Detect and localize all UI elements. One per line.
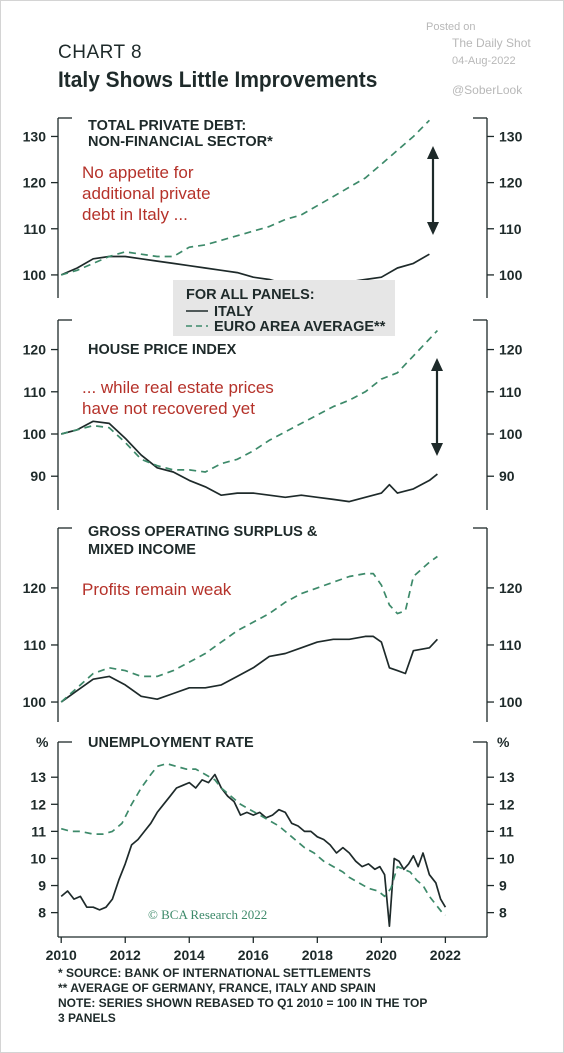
chart-panels: 100 100 110 110 120 120 130 130 TOTAL PRIVATE DE… bbox=[23, 117, 523, 938]
panel-1: 100 100 110 110 120 120 130 130 TOTAL PRIVATE DE… bbox=[23, 117, 523, 298]
y-tick-label-left: 100 bbox=[23, 267, 47, 283]
series-euro-line bbox=[60, 762, 446, 916]
y-tick-label-right: 10 bbox=[499, 850, 515, 866]
y-tick-label-right: 100 bbox=[499, 426, 523, 442]
y-tick-label-right: 100 bbox=[499, 267, 523, 283]
double-arrow-icon bbox=[431, 358, 443, 456]
panel-title: UNEMPLOYMENT RATE bbox=[88, 735, 254, 751]
annotation-line: debt in Italy ... bbox=[82, 205, 188, 224]
y-tick-label-right: 110 bbox=[499, 637, 522, 653]
annotation-line: No appetite for bbox=[82, 163, 194, 182]
y-tick-label-left: 11 bbox=[31, 823, 46, 839]
chart-title: Italy Shows Little Improvements bbox=[58, 67, 378, 92]
series-euro-line bbox=[60, 119, 431, 276]
panel-2: 90 90 100 100 110 110 120 120 HOUSE PRICE INDEX.… bbox=[23, 319, 523, 510]
footnote-average: ** AVERAGE OF GERMANY, FRANCE, ITALY AND… bbox=[58, 981, 376, 995]
y-tick-label-left: 100 bbox=[23, 694, 47, 710]
series-euro-line bbox=[60, 555, 438, 703]
y-unit-left: % bbox=[36, 734, 49, 750]
y-tick-label-right: 100 bbox=[499, 694, 523, 710]
legend-box: FOR ALL PANELS: ITALY EURO AREA AVERAGE*… bbox=[173, 280, 395, 336]
series-italy-line bbox=[60, 253, 430, 288]
panel-subtitle: MIXED INCOME bbox=[88, 542, 196, 558]
y-tick-label-left: 12 bbox=[30, 796, 46, 812]
panel-4: 8 8 9 9 10 10 11 11 12 12 13 13% % UNEMPLOYMENT RATE bbox=[30, 734, 515, 938]
annotation-line: ... while real estate prices bbox=[82, 378, 274, 397]
panel-title: TOTAL PRIVATE DEBT: bbox=[88, 118, 246, 134]
y-tick-label-left: 110 bbox=[23, 221, 46, 237]
x-tick-label: 2010 bbox=[46, 947, 77, 963]
y-tick-label-left: 120 bbox=[23, 342, 47, 358]
y-tick-label-right: 8 bbox=[499, 905, 507, 921]
x-tick-label: 2016 bbox=[238, 947, 269, 963]
x-tick-label: 2014 bbox=[174, 947, 205, 963]
x-tick-label: 2018 bbox=[302, 947, 333, 963]
series-euro-line bbox=[60, 330, 439, 473]
y-tick-label-left: 9 bbox=[38, 878, 46, 894]
panel-title: GROSS OPERATING SURPLUS & bbox=[88, 524, 318, 540]
y-tick-label-right: 13 bbox=[499, 769, 515, 785]
legend-background bbox=[173, 280, 395, 336]
x-axis: 2010 2012 2014 2016 2018 2020 2022 bbox=[46, 937, 461, 963]
y-tick-label-right: 9 bbox=[499, 878, 507, 894]
legend-euro-label: EURO AREA AVERAGE** bbox=[214, 319, 386, 335]
series-italy-line bbox=[60, 773, 447, 928]
chart-number: CHART 8 bbox=[58, 42, 143, 63]
y-tick-label-right: 120 bbox=[499, 175, 523, 191]
y-tick-label-left: 120 bbox=[23, 580, 47, 596]
annotation-line: have not recovered yet bbox=[82, 399, 255, 418]
y-tick-label-left: 110 bbox=[23, 637, 46, 653]
arrow-head-up bbox=[431, 358, 443, 371]
series-italy-line bbox=[60, 420, 438, 503]
y-tick-label-right: 90 bbox=[499, 468, 515, 484]
y-tick-label-left: 10 bbox=[30, 850, 46, 866]
watermark-source: The Daily Shot bbox=[452, 36, 531, 50]
y-tick-label-right: 120 bbox=[499, 580, 523, 596]
legend-title: FOR ALL PANELS: bbox=[186, 287, 315, 303]
series-italy-line bbox=[60, 635, 439, 703]
watermark-posted-on: Posted on bbox=[426, 21, 476, 33]
y-tick-label-right: 11 bbox=[499, 823, 514, 839]
y-tick-label-right: 12 bbox=[499, 796, 515, 812]
arrow-head-up bbox=[427, 146, 439, 159]
panel-title: HOUSE PRICE INDEX bbox=[88, 342, 237, 358]
x-tick-label: 2012 bbox=[110, 947, 141, 963]
y-tick-label-left: 100 bbox=[23, 426, 47, 442]
footnote-note-cont: 3 PANELS bbox=[58, 1011, 116, 1025]
annotation-line: additional private bbox=[82, 184, 211, 203]
panel-subtitle: NON-FINANCIAL SECTOR* bbox=[88, 134, 273, 150]
y-tick-label-left: 90 bbox=[30, 468, 46, 484]
footnote-source: * SOURCE: BANK OF INTERNATIONAL SETTLEME… bbox=[58, 966, 371, 980]
x-tick-label: 2022 bbox=[430, 947, 461, 963]
footnotes: * SOURCE: BANK OF INTERNATIONAL SETTLEME… bbox=[58, 966, 438, 1026]
annotation-line: Profits remain weak bbox=[82, 580, 232, 599]
y-tick-label-right: 130 bbox=[499, 128, 523, 144]
y-tick-label-left: 13 bbox=[30, 769, 46, 785]
arrow-head-down bbox=[431, 443, 443, 456]
y-tick-label-right: 110 bbox=[499, 384, 522, 400]
watermark-date: 04-Aug-2022 bbox=[452, 55, 516, 67]
y-tick-label-right: 120 bbox=[499, 342, 523, 358]
arrow-head-down bbox=[427, 222, 439, 235]
y-unit-right: % bbox=[497, 734, 510, 750]
y-tick-label-left: 8 bbox=[38, 905, 46, 921]
bca-credit: © BCA Research 2022 bbox=[148, 907, 267, 922]
y-tick-label-left: 130 bbox=[23, 128, 47, 144]
panel-3: 100 100 110 110 120 120 GROSS OPERATING SURPLU… bbox=[23, 524, 523, 722]
legend-italy-label: ITALY bbox=[214, 304, 254, 320]
y-tick-label-right: 110 bbox=[499, 221, 522, 237]
double-arrow-icon bbox=[427, 146, 439, 235]
watermark-handle: @SoberLook bbox=[452, 83, 523, 97]
y-tick-label-left: 110 bbox=[23, 384, 46, 400]
x-tick-label: 2020 bbox=[366, 947, 397, 963]
y-tick-label-left: 120 bbox=[23, 175, 47, 191]
footnote-note: NOTE: SERIES SHOWN REBASED TO Q1 2010 = … bbox=[58, 996, 428, 1010]
